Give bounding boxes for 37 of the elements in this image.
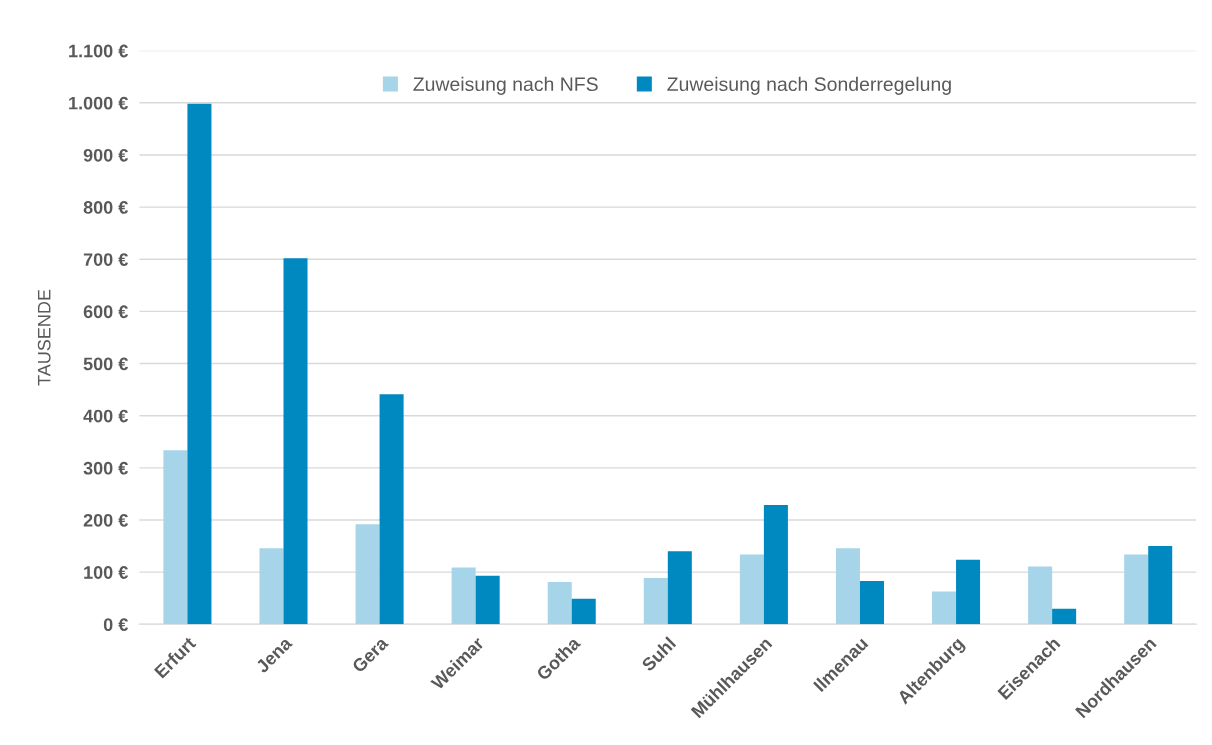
bar: [1124, 554, 1149, 625]
y-tick-label: 300 €: [83, 461, 128, 475]
bar: [859, 581, 884, 625]
y-tick-label: 600 €: [83, 305, 128, 319]
bar: [1148, 546, 1173, 625]
y-tick-label: 900 €: [83, 148, 128, 162]
y-tick-label: 700 €: [83, 253, 128, 266]
bar: [187, 103, 212, 625]
bar: [547, 582, 572, 625]
y-tick-label: 400 €: [83, 409, 128, 423]
y-tick-label: 200 €: [83, 513, 128, 527]
legend-label: Zuweisung nach NFS: [413, 76, 598, 95]
bar: [763, 504, 788, 625]
bar: [163, 450, 188, 625]
bar: [259, 548, 284, 625]
bar: [451, 567, 476, 625]
y-tick-label: 100 €: [84, 566, 128, 579]
y-tick-label: 0 €: [103, 618, 128, 632]
y-tick-label: 800 €: [83, 201, 128, 214]
y-tick-label: 1.100 €: [69, 44, 128, 58]
legend-label: Zuweisung nach Sonderregelung: [667, 76, 951, 95]
bar: [667, 551, 692, 625]
bar: [355, 524, 380, 625]
bar: [932, 591, 957, 625]
bar: [283, 258, 308, 625]
bar: [379, 394, 404, 625]
bar: [835, 548, 860, 625]
y-axis-title: TAUSENDE: [37, 289, 51, 386]
bar: [571, 598, 596, 625]
bar: [643, 577, 668, 625]
bar: [956, 559, 981, 625]
bar: [739, 554, 764, 625]
y-tick-label: 1.000 €: [69, 96, 128, 110]
bar: [1052, 608, 1077, 625]
y-tick-label: 500 €: [83, 357, 128, 371]
bar: [1028, 566, 1053, 625]
bar: [475, 575, 500, 625]
